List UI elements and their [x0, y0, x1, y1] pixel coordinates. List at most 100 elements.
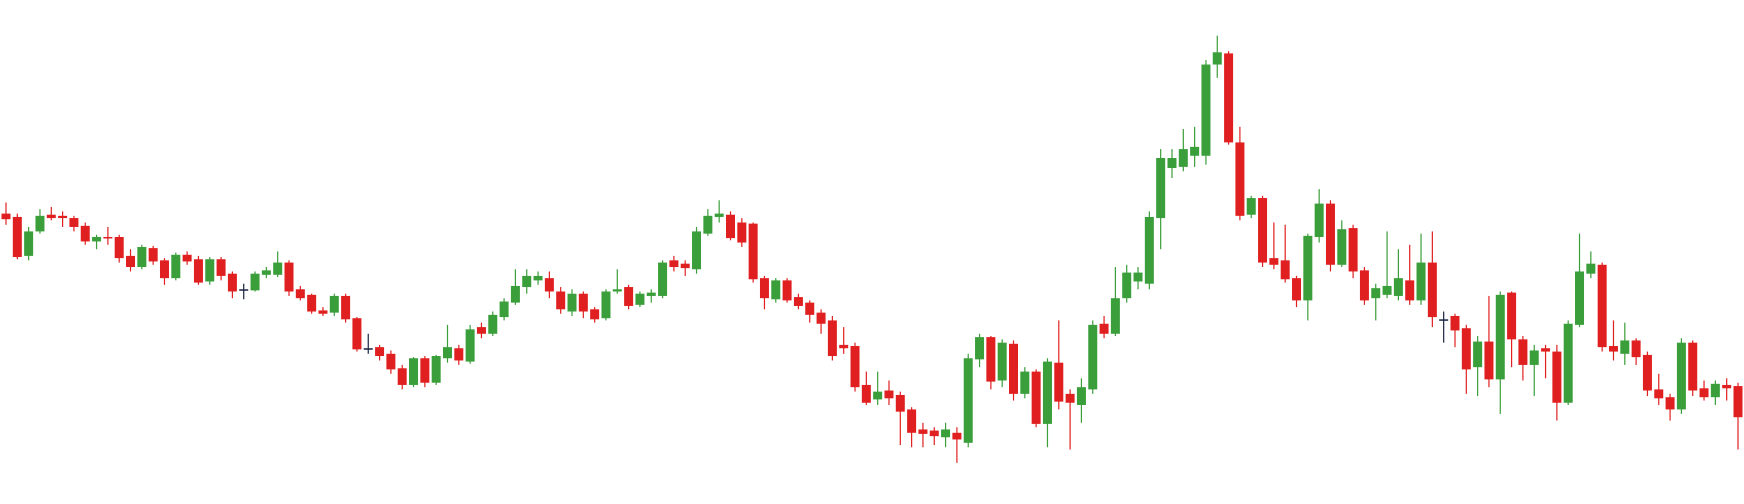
candle-body	[510, 285, 520, 303]
candle-body	[295, 289, 305, 299]
candle-body	[114, 236, 124, 259]
candle-body	[680, 263, 690, 269]
candle-body	[556, 291, 566, 310]
candle-body	[1190, 146, 1200, 156]
candle-body	[1054, 362, 1064, 402]
candle-body	[567, 293, 577, 312]
candle-body	[1269, 258, 1279, 265]
candle-body	[1654, 389, 1664, 399]
candle-body	[69, 218, 79, 227]
candle-body	[895, 394, 905, 412]
candle-body	[601, 291, 611, 319]
candle-body	[1416, 262, 1426, 301]
candle-body	[1292, 278, 1302, 301]
candle-body	[442, 347, 452, 359]
candle-body	[239, 289, 249, 291]
candle-body	[1099, 323, 1109, 334]
candle-body	[454, 348, 464, 361]
candle-body	[1042, 361, 1052, 424]
candle-body	[1076, 387, 1086, 405]
candle-body	[1020, 371, 1030, 394]
candle-body	[1608, 346, 1618, 352]
candle-body	[216, 259, 226, 276]
candle-body	[1586, 263, 1596, 274]
candle-body	[952, 432, 962, 440]
candle-body	[1620, 340, 1630, 354]
candle-body	[1518, 339, 1528, 365]
candle-body	[918, 429, 928, 434]
candle-body	[578, 293, 588, 312]
candle-body	[1133, 272, 1143, 282]
candle-body	[1314, 203, 1324, 237]
candle-body	[929, 430, 939, 437]
candle-body	[1631, 340, 1641, 358]
candle-body	[1371, 288, 1381, 299]
candle-body	[205, 259, 215, 282]
candle-body	[318, 310, 328, 314]
candle-body	[714, 213, 724, 217]
candle-body	[1031, 371, 1041, 424]
candle-body	[488, 314, 498, 334]
candle-body	[1009, 343, 1019, 394]
candle-body	[703, 215, 713, 234]
candle-body	[1427, 262, 1437, 318]
candle-body	[658, 262, 668, 296]
candle-body	[80, 225, 90, 242]
candle-body	[329, 295, 339, 313]
candle-body	[341, 295, 351, 320]
candle-body	[1450, 315, 1460, 331]
candle-body	[1405, 280, 1415, 301]
candle-body	[1088, 324, 1098, 390]
candle-body	[386, 353, 396, 370]
candle-body	[352, 318, 362, 350]
candle-body	[1303, 235, 1313, 301]
candle-body	[193, 259, 203, 283]
candle-body	[24, 231, 34, 256]
candle-body	[126, 255, 136, 268]
candle-body	[861, 384, 871, 403]
candle-body	[1110, 298, 1120, 334]
candle-body	[284, 262, 294, 292]
candle-body	[182, 254, 192, 262]
candle-body	[907, 409, 917, 433]
candle-body	[1122, 272, 1132, 299]
candle-body	[46, 214, 56, 219]
candle-body	[1167, 157, 1177, 168]
candle-body	[884, 390, 894, 399]
candle-body	[771, 280, 781, 300]
candle-body	[375, 347, 385, 357]
candle-body	[1484, 341, 1494, 380]
candle-body	[1699, 388, 1709, 398]
candle-body	[1235, 142, 1245, 216]
candle-body	[1439, 319, 1449, 321]
candle-body	[397, 368, 407, 385]
candle-body	[1280, 260, 1290, 280]
candle-body	[941, 429, 951, 438]
candle-body	[431, 356, 441, 383]
candle-body	[1156, 157, 1166, 219]
candle-body	[35, 215, 45, 232]
candle-body	[137, 246, 147, 268]
candle-body	[409, 358, 419, 385]
candle-body	[805, 302, 815, 315]
candle-body	[1597, 264, 1607, 348]
candle-body	[624, 287, 634, 306]
candle-body	[646, 292, 656, 296]
candle-body	[476, 327, 486, 334]
candle-body	[635, 293, 645, 305]
candle-body	[1733, 386, 1743, 418]
candle-body	[522, 275, 532, 288]
candle-body	[827, 320, 837, 357]
candle-body	[1529, 350, 1539, 365]
candle-body	[1552, 351, 1562, 403]
candle-body	[273, 262, 283, 275]
candle-body	[1178, 149, 1188, 167]
candle-body	[1337, 229, 1347, 265]
candle-body	[1722, 384, 1732, 389]
candle-body	[103, 236, 113, 239]
candle-body	[1224, 53, 1234, 143]
candle-body	[12, 216, 22, 258]
candle-body	[1325, 203, 1335, 265]
candle-body	[1495, 294, 1505, 380]
candle-body	[873, 391, 883, 400]
